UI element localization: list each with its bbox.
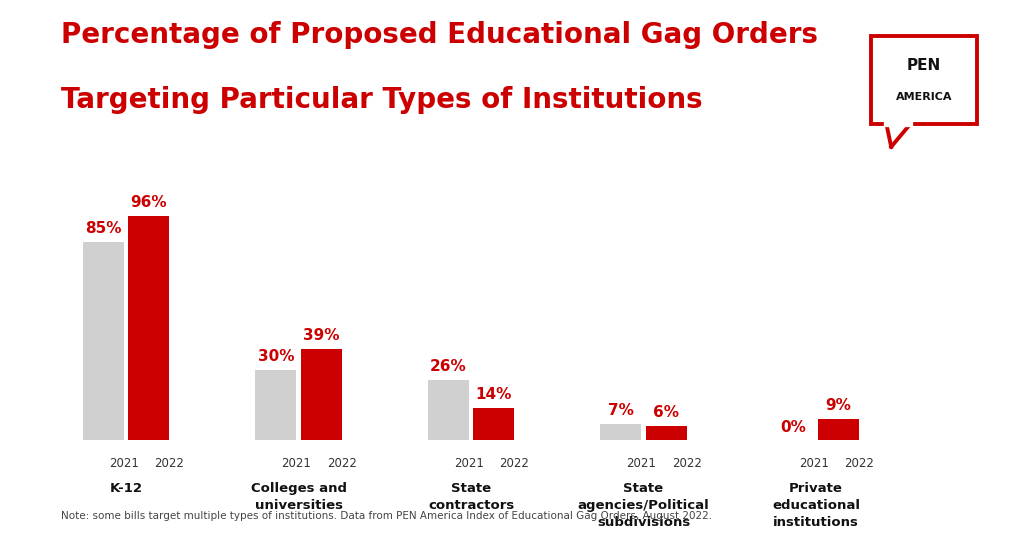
Text: 2022: 2022	[672, 456, 701, 470]
Text: 7%: 7%	[608, 403, 634, 418]
Bar	[255, 371, 296, 440]
Text: 0%: 0%	[780, 419, 806, 434]
Text: 6%: 6%	[653, 405, 679, 420]
Text: 85%: 85%	[85, 221, 122, 236]
Text: 2021: 2021	[282, 456, 311, 470]
Text: Colleges and
universities: Colleges and universities	[251, 482, 346, 512]
Text: 2021: 2021	[799, 456, 828, 470]
Text: 2022: 2022	[327, 456, 356, 470]
Text: 2022: 2022	[155, 456, 184, 470]
Text: 96%: 96%	[130, 195, 167, 211]
Text: Private
educational
institutions: Private educational institutions	[772, 482, 860, 529]
Text: 26%: 26%	[430, 359, 467, 374]
Bar	[83, 242, 124, 440]
Text: 2021: 2021	[109, 456, 139, 470]
Bar	[871, 36, 977, 125]
Text: 2021: 2021	[454, 456, 483, 470]
Bar	[428, 380, 469, 440]
Bar	[600, 424, 641, 440]
Text: 14%: 14%	[475, 387, 512, 402]
Text: 2022: 2022	[844, 456, 874, 470]
Text: 9%: 9%	[825, 398, 852, 413]
Text: Note: some bills target multiple types of institutions. Data from PEN America In: Note: some bills target multiple types o…	[61, 511, 713, 521]
Text: State
agencies/Political
subdivisions: State agencies/Political subdivisions	[578, 482, 710, 529]
Bar	[301, 349, 342, 440]
Text: Targeting Particular Types of Institutions: Targeting Particular Types of Institutio…	[61, 86, 703, 114]
Text: 2022: 2022	[500, 456, 529, 470]
Bar	[473, 408, 514, 440]
Text: K-12: K-12	[110, 482, 142, 495]
Text: AMERICA: AMERICA	[896, 92, 952, 102]
Text: PEN: PEN	[907, 58, 941, 73]
Bar	[646, 426, 687, 440]
Bar	[128, 216, 169, 440]
Text: 2021: 2021	[627, 456, 656, 470]
Text: State
contractors: State contractors	[428, 482, 514, 512]
Bar	[818, 419, 859, 440]
Text: 39%: 39%	[303, 329, 340, 344]
Text: 30%: 30%	[258, 350, 294, 365]
Text: Percentage of Proposed Educational Gag Orders: Percentage of Proposed Educational Gag O…	[61, 21, 818, 49]
